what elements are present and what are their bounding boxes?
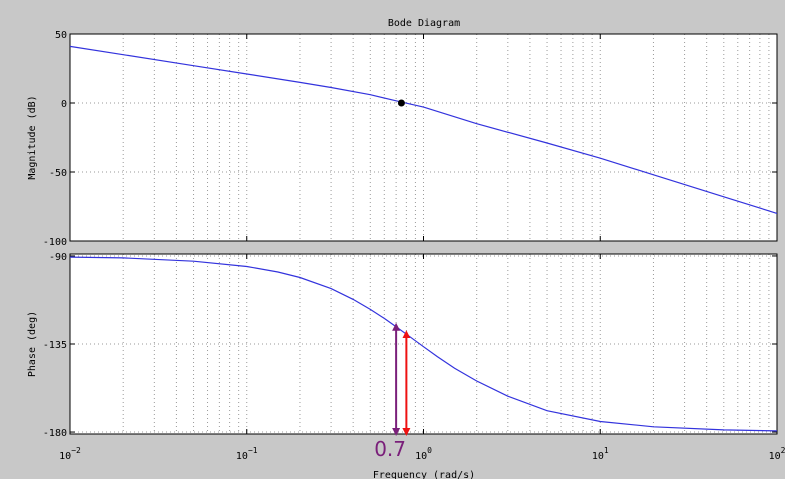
x-tick-label-base: 10 [236,451,248,462]
x-tick-label-base: 10 [769,451,781,462]
x-tick-label-exponent: 1 [604,446,609,455]
phase-response-line [69,256,778,432]
x-tick-label: 100 [415,446,432,462]
magnitude-y-axis-label: Magnitude (dB) [27,95,38,179]
phase-plot-area [70,254,777,434]
magnitude-axes-frame [69,33,778,242]
crossover-point-marker [397,99,405,107]
magnitude-panel: 50 0 -50 -100 Magnitude (dB) [27,30,778,248]
x-tick-label-exponent: −1 [248,446,258,455]
chart-title: Bode Diagram [388,18,460,29]
phase-axes-frame [69,253,778,435]
phase-y-axis-label: Phase (deg) [27,311,38,377]
annotations: 0.7 [374,99,411,461]
magnitude-y-tick-label: -100 [43,237,67,248]
x-tick-label-exponent: 2 [781,446,785,455]
magnitude-plot-area [70,34,777,241]
x-tick-label-base: 10 [592,451,604,462]
x-tick-label-base: 10 [415,451,427,462]
x-tick-label: 10−2 [59,446,81,462]
x-tick-label-exponent: 0 [427,446,432,455]
x-tick-label-exponent: −2 [71,446,81,455]
x-tick-label: 102 [769,446,785,462]
phase-y-tick-label: -135 [43,340,67,351]
phase-y-tick-label: -180 [43,428,67,439]
phase-y-tick-label: -90 [49,252,67,263]
magnitude-y-tick-label: 0 [61,99,67,110]
x-tick-label: 101 [592,446,609,462]
magnitude-y-tick-label: 50 [55,30,67,41]
x-axis-label: Frequency (rad/s) [373,470,475,479]
frequency-annotation-label: 0.7 [374,437,406,461]
x-tick-label: 10−1 [236,446,258,462]
magnitude-response-line [69,45,778,214]
magnitude-y-tick-label: -50 [49,168,67,179]
x-tick-label-base: 10 [59,451,71,462]
phase-panel: -90 -135 -180 Phase (deg) [27,252,778,439]
